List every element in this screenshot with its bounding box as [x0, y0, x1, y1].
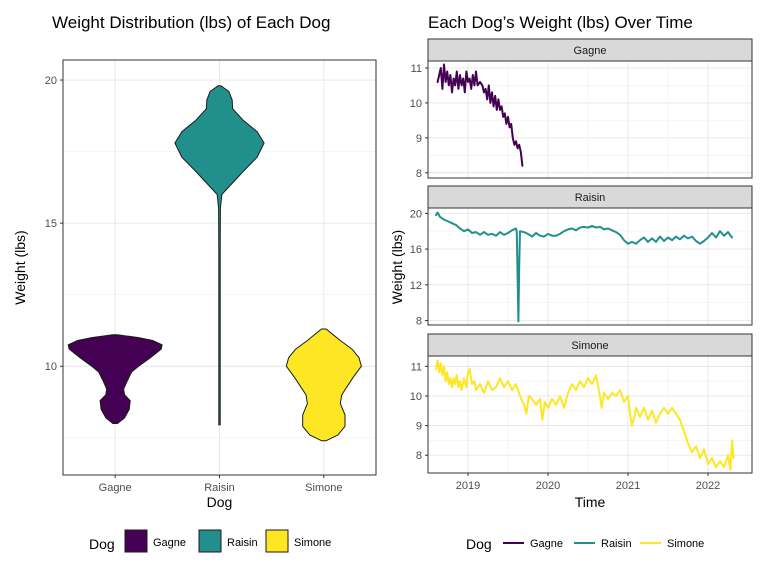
violin-x-tick-label: Raisin [204, 482, 235, 494]
violin-simone [285, 328, 362, 442]
violin-y-tick-label: 20 [45, 75, 57, 87]
facet-panel-background [428, 61, 752, 178]
line-x-tick-label: 2019 [456, 480, 480, 492]
facet-strip-label-gagne: Gagne [573, 45, 606, 57]
facet-y-tick-label: 12 [410, 280, 422, 292]
facet-y-tick-label: 9 [416, 421, 422, 433]
violin-legend-label: Gagne [153, 537, 186, 549]
facet-panel-border [427, 60, 753, 179]
facet-strip-label-simone: Simone [571, 340, 608, 352]
violin-y-tick-label: 15 [45, 218, 57, 230]
facet-gagne: Gagne 8 9 10 11 [410, 38, 753, 180]
series-line-gagne [436, 63, 524, 167]
line-legend-label: Gagne [530, 538, 563, 550]
facet-strip-label-raisin: Raisin [575, 192, 606, 204]
violin-x-axis-label: Dog [207, 494, 233, 510]
violin-legend-title: Dog [89, 536, 115, 552]
facet-panel-border [427, 355, 753, 474]
line-y-axis-label: Weight (lbs) [389, 230, 405, 304]
facet-panel-border [427, 207, 753, 326]
facet-y-tick-label: 16 [410, 244, 422, 256]
facet-simone: Simone 8 9 10 11 [410, 333, 753, 474]
line-x-axis-label: Time [575, 494, 606, 510]
facet-raisin: Raisin 8 12 16 20 [410, 185, 753, 328]
line-legend-title: Dog [466, 536, 492, 552]
violin-legend-key-simone [265, 529, 289, 553]
violin-legend-key-raisin [198, 529, 222, 553]
series-line-simone [435, 359, 735, 471]
line-x-tick-label: 2022 [696, 480, 720, 492]
violin-y-axis-label: Weight (lbs) [12, 230, 28, 304]
line-x-tick-label: 2021 [616, 480, 640, 492]
violin-x-tick-label: Gagne [99, 482, 132, 494]
line-x-tick-label: 2020 [536, 480, 560, 492]
line-legend-label: Simone [667, 538, 704, 550]
facet-y-tick-label: 9 [416, 133, 422, 145]
facet-y-tick-label: 8 [416, 316, 422, 328]
facet-y-tick-label: 11 [411, 63, 422, 75]
violin-legend-label: Simone [294, 537, 331, 549]
line-legend-label: Raisin [601, 538, 632, 550]
violin-title: Weight Distribution (lbs) of Each Dog [52, 13, 330, 32]
violin-legend: Dog Gagne Raisin Simone [89, 529, 331, 553]
facet-y-tick-label: 10 [410, 391, 422, 403]
facet-y-tick-label: 10 [410, 98, 422, 110]
violin-legend-label: Raisin [227, 537, 258, 549]
facet-panel-background [428, 208, 752, 325]
violin-gagne [67, 334, 163, 424]
violin-y-tick-label: 10 [45, 361, 57, 373]
violin-panel [62, 59, 377, 476]
line-title: Each Dog’s Weight (lbs) Over Time [428, 13, 693, 32]
series-line-raisin [435, 211, 733, 323]
violin-legend-key-gagne [124, 529, 148, 553]
violin-raisin [174, 85, 265, 426]
facet-y-tick-label: 20 [410, 208, 422, 220]
facet-y-tick-label: 11 [411, 361, 422, 373]
violin-x-tick-label: Simone [305, 482, 342, 494]
facet-y-tick-label: 8 [416, 450, 422, 462]
line-legend: Dog Gagne Raisin Simone [466, 536, 704, 552]
facet-y-tick-label: 8 [416, 168, 422, 180]
